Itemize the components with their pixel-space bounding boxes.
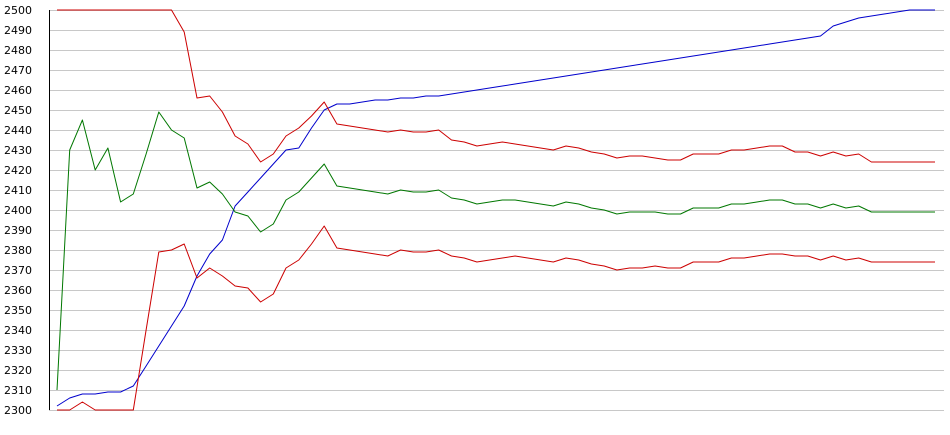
series-line-2	[57, 9, 935, 163]
series-line-3	[56, 111, 935, 391]
y-tick-label-2380: 2380	[4, 244, 32, 257]
y-tick-label-2470: 2470	[4, 64, 32, 77]
y-tick-label-2480: 2480	[4, 44, 32, 57]
y-tick-label-2400: 2400	[4, 204, 32, 217]
y-tick-label-2300: 2300	[4, 404, 32, 417]
series-line-1	[56, 9, 935, 407]
y-tick-label-2310: 2310	[4, 384, 32, 397]
series-group	[56, 9, 935, 411]
y-tick-label-2420: 2420	[4, 164, 32, 177]
y-tick-label-2370: 2370	[4, 264, 32, 277]
y-tick-label-2500: 2500	[4, 4, 32, 17]
y-tick-label-2350: 2350	[4, 304, 32, 317]
grid	[49, 10, 944, 411]
y-tick-label-2430: 2430	[4, 144, 32, 157]
y-tick-label-2450: 2450	[4, 104, 32, 117]
y-tick-label-2330: 2330	[4, 344, 32, 357]
y-tick-label-2320: 2320	[4, 364, 32, 377]
y-tick-label-2340: 2340	[4, 324, 32, 337]
y-tick-label-2390: 2390	[4, 224, 32, 237]
y-tick-label-2410: 2410	[4, 184, 32, 197]
y-tick-label-2360: 2360	[4, 284, 32, 297]
y-tick-label-2440: 2440	[4, 124, 32, 137]
y-tick-label-2490: 2490	[4, 24, 32, 37]
series-line-4	[57, 225, 935, 411]
y-axis-tick-labels: 2300 2310 2320 2330 2340 2350 2360 2370 2380 2390…	[4, 4, 32, 417]
y-tick-label-2460: 2460	[4, 84, 32, 97]
